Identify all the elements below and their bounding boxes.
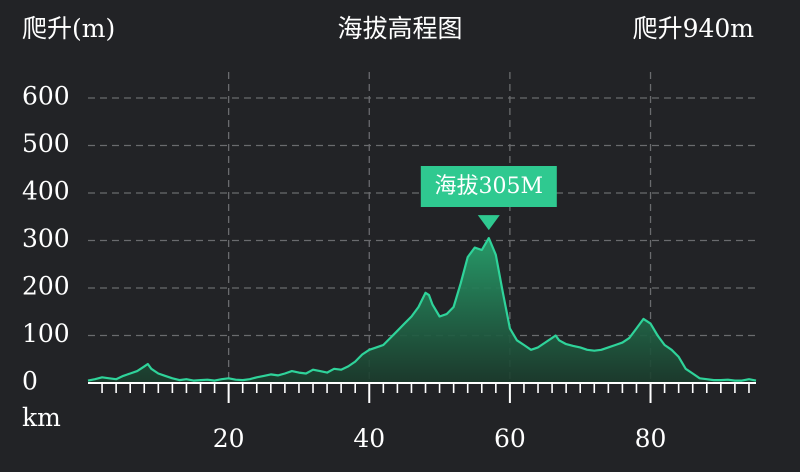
y-tick-label: 600 bbox=[22, 82, 70, 111]
y-tick-label: 0 bbox=[22, 367, 38, 396]
y-tick-label: 200 bbox=[22, 272, 70, 301]
y-axis-unit: 爬升(m) bbox=[22, 14, 116, 43]
series-area bbox=[87, 237, 757, 383]
total-climb: 爬升940m bbox=[632, 14, 754, 43]
y-tick-label: 300 bbox=[22, 224, 70, 253]
x-tick-label: 40 bbox=[353, 424, 385, 453]
peak-badge bbox=[420, 166, 557, 207]
x-axis-unit: km bbox=[22, 403, 61, 432]
x-tick-label: 60 bbox=[494, 424, 526, 453]
peak-label: 海拔305M bbox=[435, 174, 544, 199]
y-tick-label: 100 bbox=[22, 319, 70, 348]
peak-pointer bbox=[477, 215, 500, 231]
area-fill bbox=[88, 238, 756, 383]
x-tick-label: 20 bbox=[213, 424, 245, 453]
y-tick-label: 400 bbox=[22, 177, 70, 206]
axes: 0 100 200 300 400 500 600 20 40 60 80 km bbox=[22, 82, 756, 453]
grid bbox=[88, 72, 756, 383]
chart-title: 海拔高程图 bbox=[337, 14, 463, 43]
elevation-line bbox=[87, 237, 757, 382]
y-tick-label: 500 bbox=[22, 129, 70, 158]
peak-annotation: 海拔305M bbox=[420, 166, 557, 231]
x-tick-label: 80 bbox=[635, 424, 667, 453]
